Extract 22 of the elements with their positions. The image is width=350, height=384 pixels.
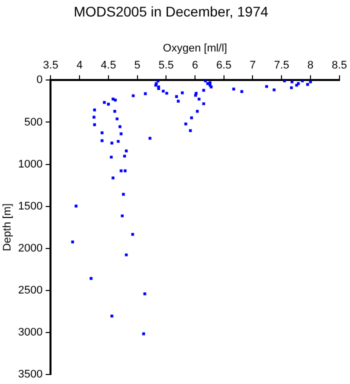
y-tick-label: 500: [24, 116, 43, 128]
x-tick-label: 8: [307, 60, 314, 72]
chart-title: MODS2005 in December, 1974: [74, 3, 268, 20]
y-tick-label: 3500: [18, 368, 43, 380]
y-axis-title: Depth [m]: [2, 203, 14, 252]
y-tick-label: 1000: [18, 158, 43, 170]
x-tick-label: 4: [76, 60, 83, 72]
x-tick-label: 5.5: [158, 60, 174, 72]
x-tick-label: 6.5: [216, 60, 232, 72]
x-tick-label: 6: [192, 60, 198, 72]
y-tick-label: 0: [36, 74, 43, 86]
x-tick-label: 5: [134, 60, 140, 72]
y-tick-label: 2500: [18, 284, 43, 296]
x-axis-title: Oxygen [ml/l]: [162, 42, 228, 54]
x-tick-label: 3.5: [43, 60, 58, 72]
y-tick-label: 1500: [18, 200, 43, 212]
x-tick-label: 4.5: [100, 60, 116, 72]
x-tick-label: 8.5: [332, 60, 348, 72]
x-tick-label: 7.5: [274, 60, 290, 72]
x-tick-label: 7: [250, 60, 256, 72]
y-tick-label: 2000: [18, 242, 43, 254]
y-tick-label: 3000: [18, 326, 43, 338]
